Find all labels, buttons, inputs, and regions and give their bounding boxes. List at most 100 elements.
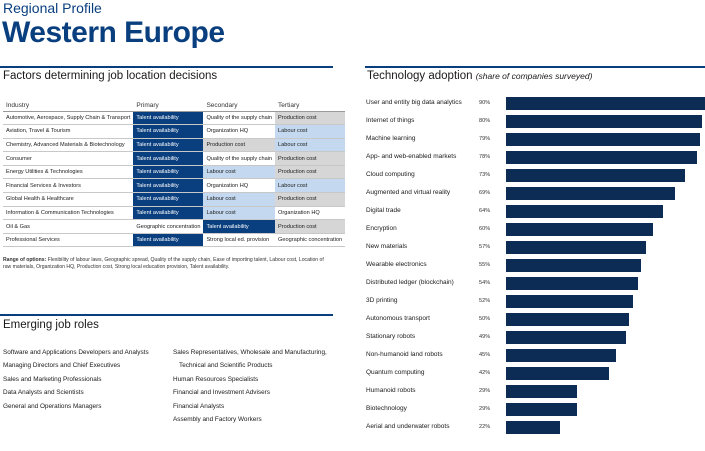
roles-right-column: Sales Representatives, Wholesale and Man… bbox=[173, 346, 327, 426]
factors-row: Professional Services Talent availability… bbox=[3, 233, 346, 248]
factors-row: Aviation, Travel & Tourism Talent availab… bbox=[3, 124, 346, 139]
range-of-options-note: Range of options: Flexibility of labour … bbox=[3, 257, 333, 271]
bar bbox=[506, 313, 629, 326]
factors-row: Energy Utilities & Technologies Talent av… bbox=[3, 165, 346, 180]
primary-factor-cell: Talent availability bbox=[133, 124, 204, 139]
tertiary-factor-cell: Labour cost bbox=[275, 124, 346, 139]
chart-row: New materials 57% bbox=[365, 240, 700, 258]
category-label: Wearable electronics bbox=[366, 261, 427, 268]
industry-cell: Financial Services & Investors bbox=[3, 178, 134, 194]
role-item: Financial Analysts bbox=[173, 402, 225, 410]
primary-factor-cell: Talent availability bbox=[133, 233, 204, 248]
chart-row: Distributed ledger (blockchain) 54% bbox=[365, 276, 700, 294]
factors-rule bbox=[0, 66, 333, 68]
tertiary-factor-cell: Production cost bbox=[275, 151, 346, 166]
factors-table-body: Automotive, Aerospace, Supply Chain & Tr… bbox=[3, 111, 346, 248]
category-label: Machine learning bbox=[366, 135, 416, 142]
secondary-factor-cell: Labour cost bbox=[203, 165, 276, 180]
bar bbox=[506, 133, 700, 146]
tertiary-factor-cell: Labour cost bbox=[275, 138, 346, 153]
tertiary-factor-cell: Production cost bbox=[275, 165, 346, 180]
factors-row: Financial Services & Investors Talent ava… bbox=[3, 178, 346, 194]
industry-cell: Chemistry, Advanced Materials & Biotechn… bbox=[3, 138, 134, 153]
category-label: Humanoid robots bbox=[366, 387, 416, 394]
bar bbox=[506, 367, 609, 380]
factors-row: Oil & Gas Geographic concentration Talent … bbox=[3, 219, 346, 234]
chart-row: Internet of things 80% bbox=[365, 114, 702, 132]
data-label: 60% bbox=[479, 226, 491, 232]
chart-row: Humanoid robots 29% bbox=[365, 384, 700, 402]
bar bbox=[506, 223, 653, 236]
secondary-factor-cell: Strong local ed. provision bbox=[203, 233, 276, 248]
primary-factor-cell: Talent availability bbox=[133, 206, 204, 221]
category-label: New materials bbox=[366, 243, 408, 250]
data-label: 55% bbox=[479, 262, 491, 268]
role-item: Managing Directors and Chief Executives bbox=[3, 362, 121, 370]
role-item: General and Operations Managers bbox=[3, 402, 102, 410]
chart-row: App- and web-enabled markets 78% bbox=[365, 150, 700, 168]
primary-factor-cell: Talent availability bbox=[133, 151, 204, 166]
factors-row: Global Health & Healthcare Talent availab… bbox=[3, 192, 346, 207]
category-label: User and entity big data analytics bbox=[366, 99, 462, 106]
bar bbox=[506, 151, 698, 164]
primary-factor-cell: Geographic concentration bbox=[133, 219, 204, 234]
column-header-primary: Primary bbox=[133, 100, 204, 112]
secondary-factor-cell: Labour cost bbox=[203, 192, 276, 207]
data-label: 42% bbox=[479, 370, 491, 376]
chart-row: Autonomous transport 50% bbox=[365, 312, 700, 330]
data-label: 50% bbox=[479, 316, 491, 322]
category-label: Stationary robots bbox=[366, 333, 416, 340]
secondary-factor-cell: Labour cost bbox=[203, 206, 276, 221]
industry-cell: Energy Utilities & Technologies bbox=[3, 165, 134, 180]
factors-row: Automotive, Aerospace, Supply Chain & Tr… bbox=[3, 111, 346, 126]
bar bbox=[506, 205, 663, 218]
secondary-factor-cell: Production cost bbox=[203, 138, 276, 153]
tertiary-factor-cell: Production cost bbox=[275, 192, 346, 207]
column-header-secondary: Secondary bbox=[203, 100, 276, 112]
data-label: 69% bbox=[479, 190, 491, 196]
technology-title: Technology adoption bbox=[367, 70, 473, 82]
category-label: Cloud computing bbox=[366, 171, 415, 178]
primary-factor-cell: Talent availability bbox=[133, 138, 204, 153]
chart-row: Aerial and underwater robots 22% bbox=[365, 420, 700, 438]
chart-row: Encryption 60% bbox=[365, 222, 700, 240]
data-label: 52% bbox=[479, 298, 491, 304]
roles-heading: Emerging job roles bbox=[3, 319, 99, 331]
factors-table: Industry Primary Secondary Tertiary Auto… bbox=[3, 100, 346, 248]
category-label: 3D printing bbox=[366, 297, 398, 304]
industry-cell: Professional Services bbox=[3, 233, 134, 248]
role-item: Sales Representatives, Wholesale and Man… bbox=[173, 349, 327, 356]
category-label: App- and web-enabled markets bbox=[366, 153, 457, 160]
secondary-factor-cell: Talent availability bbox=[203, 219, 276, 234]
data-label: 90% bbox=[479, 100, 491, 106]
industry-cell: Oil & Gas bbox=[3, 219, 134, 234]
bar bbox=[506, 331, 627, 344]
secondary-factor-cell: Quality of the supply chain bbox=[203, 151, 276, 166]
tertiary-factor-cell: Labour cost bbox=[275, 178, 346, 194]
category-label: Quantum computing bbox=[366, 369, 425, 376]
data-label: 80% bbox=[479, 118, 491, 124]
category-label: Distributed ledger (blockchain) bbox=[366, 279, 454, 286]
role-item: Sales and Marketing Professionals bbox=[3, 375, 102, 383]
data-label: 57% bbox=[479, 244, 491, 250]
category-label: Biotechnology bbox=[366, 405, 407, 412]
secondary-factor-cell: Quality of the supply chain bbox=[203, 111, 276, 126]
tertiary-factor-cell: Production cost bbox=[275, 219, 346, 234]
chart-row: 3D printing 52% bbox=[365, 294, 700, 312]
bar bbox=[506, 421, 560, 434]
bar bbox=[506, 385, 578, 398]
industry-cell: Consumer bbox=[3, 151, 134, 166]
primary-factor-cell: Talent availability bbox=[133, 165, 204, 180]
factors-header-row: Industry Primary Secondary Tertiary bbox=[3, 100, 346, 112]
primary-factor-cell: Talent availability bbox=[133, 192, 204, 207]
industry-cell: Aviation, Travel & Tourism bbox=[3, 124, 134, 139]
data-label: 49% bbox=[479, 334, 491, 340]
role-item: Data Analysts and Scientists bbox=[3, 389, 84, 397]
note-text: Flexibility of labour laws, Geographic s… bbox=[3, 257, 324, 270]
bar bbox=[506, 403, 578, 416]
data-label: 54% bbox=[479, 280, 491, 286]
primary-factor-cell: Talent availability bbox=[133, 111, 204, 126]
primary-factor-cell: Talent availability bbox=[133, 178, 204, 194]
chart-row: Digital trade 64% bbox=[365, 204, 700, 222]
bar bbox=[506, 241, 646, 254]
